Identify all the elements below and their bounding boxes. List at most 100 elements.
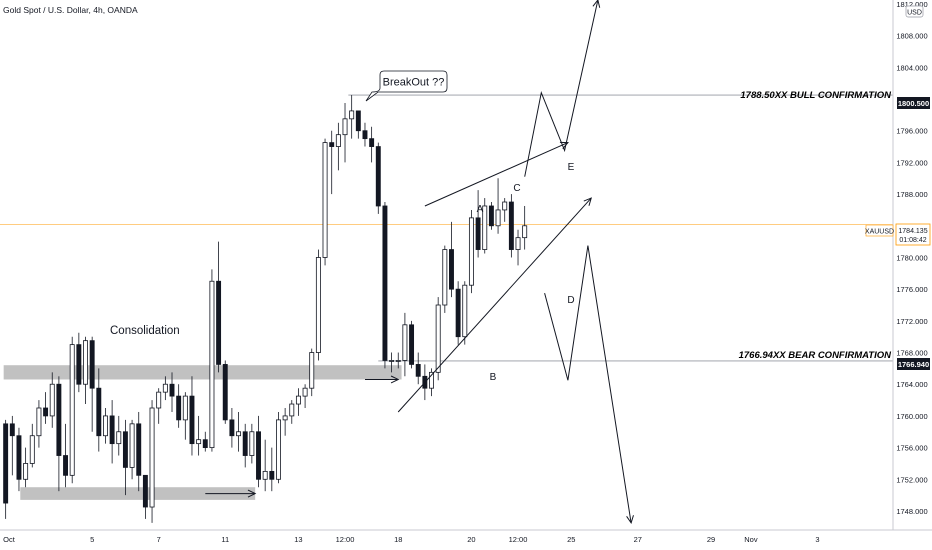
candle[interactable] [355, 110, 361, 139]
current-price-tag: 1784.135 01:08:42 [895, 223, 931, 246]
candle[interactable] [209, 269, 215, 452]
candle[interactable] [136, 411, 142, 492]
candle[interactable] [156, 388, 162, 424]
bear-level-tag: 1766.940 [897, 358, 930, 370]
candle[interactable] [462, 281, 468, 345]
candle[interactable] [149, 400, 155, 523]
candle-body [96, 387, 102, 437]
candle[interactable] [169, 372, 175, 412]
candle[interactable] [189, 376, 195, 456]
candle[interactable] [103, 407, 108, 444]
candle[interactable] [409, 320, 415, 369]
candle[interactable] [402, 312, 408, 377]
candle[interactable] [329, 130, 335, 195]
candle[interactable] [449, 221, 454, 298]
candle[interactable] [382, 202, 388, 369]
candle[interactable] [455, 281, 461, 345]
candle[interactable] [342, 102, 348, 163]
candle-body [342, 118, 348, 136]
candle[interactable] [222, 360, 228, 424]
bear-level-tag-text: 1766.940 [898, 360, 929, 369]
candle[interactable] [282, 407, 288, 436]
candle[interactable] [23, 447, 29, 488]
candle[interactable] [335, 122, 341, 171]
candle[interactable] [295, 388, 301, 416]
currency-badge[interactable] [905, 5, 924, 18]
candle[interactable] [109, 400, 115, 464]
candle[interactable] [488, 202, 494, 230]
candle[interactable] [309, 348, 315, 397]
candle[interactable] [236, 411, 242, 452]
candle[interactable] [482, 198, 488, 254]
candle[interactable] [16, 427, 22, 492]
candle[interactable] [508, 194, 514, 258]
drawings-layer [205, 0, 634, 525]
candle[interactable] [89, 336, 95, 432]
candle[interactable] [29, 423, 35, 468]
candle[interactable] [142, 474, 148, 519]
candle-body [468, 217, 474, 286]
candle[interactable] [315, 249, 321, 361]
candle[interactable] [269, 447, 275, 492]
candle-body [302, 387, 308, 397]
time-axis[interactable]: Oct 5 7 11 13 12:00 18 20 12:00 25 27 29 Nov 3 [3, 535, 819, 544]
candle[interactable] [289, 400, 295, 424]
candle[interactable] [69, 336, 75, 484]
candle[interactable] [369, 126, 375, 163]
candle[interactable] [435, 297, 441, 381]
candle[interactable] [216, 241, 222, 373]
candle[interactable] [63, 423, 69, 488]
candle[interactable] [116, 415, 122, 456]
candle[interactable] [389, 352, 395, 373]
candle[interactable] [249, 423, 255, 464]
candle[interactable] [9, 415, 15, 476]
candle-body [189, 395, 195, 445]
candle[interactable] [262, 439, 268, 492]
bear-confirmation-label: 1766.94XX BEAR CONFIRMATION [739, 350, 893, 361]
candle[interactable] [495, 178, 501, 234]
candle-body [522, 225, 528, 239]
candle[interactable] [349, 95, 355, 139]
candle[interactable] [176, 384, 182, 428]
candle[interactable] [96, 368, 102, 452]
candle[interactable] [322, 138, 328, 266]
candle[interactable] [83, 336, 88, 405]
candle[interactable] [468, 209, 474, 294]
candle[interactable] [242, 423, 248, 468]
price-axis[interactable]: 1748.000 1752.000 1756.000 1760.000 1764.000… [896, 0, 927, 516]
candle[interactable] [395, 352, 401, 369]
candle-body [176, 395, 182, 421]
candle[interactable] [415, 352, 421, 385]
candle[interactable] [522, 205, 528, 250]
candle[interactable] [229, 407, 235, 448]
candle[interactable] [502, 198, 508, 222]
candle[interactable] [122, 419, 128, 496]
candle[interactable] [196, 415, 202, 456]
time-tick-label: 12:00 [509, 535, 528, 544]
candle[interactable] [202, 431, 208, 452]
candle[interactable] [76, 332, 82, 393]
zone-bottom-arrow-arrowhead [247, 489, 257, 498]
candle[interactable] [56, 376, 62, 492]
candle[interactable] [375, 142, 381, 214]
candle[interactable] [475, 190, 481, 258]
candle[interactable] [302, 384, 308, 408]
bull-level-tag-text: 1800.500 [898, 99, 929, 108]
candle[interactable] [3, 419, 9, 519]
candle[interactable] [162, 376, 168, 401]
candle[interactable] [256, 415, 261, 488]
candle-body [3, 423, 9, 504]
candle[interactable] [442, 245, 448, 313]
candle[interactable] [515, 229, 521, 266]
candle[interactable] [129, 419, 135, 480]
candle-body [156, 391, 162, 409]
candle[interactable] [43, 392, 49, 424]
candle[interactable] [429, 368, 434, 397]
candle[interactable] [362, 122, 368, 147]
candle[interactable] [36, 400, 42, 448]
candle[interactable] [49, 372, 55, 428]
candle[interactable] [276, 411, 281, 484]
zones-layer [3, 365, 402, 500]
candle[interactable] [182, 392, 188, 440]
